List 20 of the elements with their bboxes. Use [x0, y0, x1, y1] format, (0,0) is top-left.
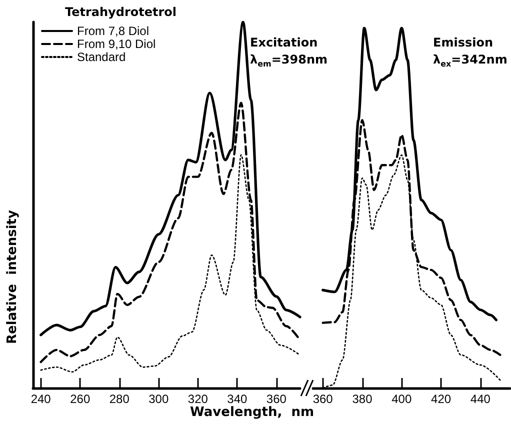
y-axis-title: Relative intensity: [5, 209, 20, 344]
x-tick-label: 440: [470, 392, 491, 406]
annotation: Excitation: [250, 36, 318, 50]
x-axis-title: Wavelength, nm: [190, 405, 314, 420]
x-tick-label: 420: [431, 392, 452, 406]
legend-label: From 7,8 Diol: [77, 24, 150, 38]
x-tick-label: 300: [148, 392, 169, 406]
x-tick-label: 240: [30, 392, 52, 406]
x-tick-label: 360: [266, 392, 287, 406]
legend-title: Tetrahydrotetrol: [65, 5, 176, 19]
x-tick-label: 260: [70, 392, 90, 406]
x-tick-label: 320: [188, 392, 208, 406]
x-tick-label: 400: [392, 392, 412, 406]
annotation: Emission: [433, 36, 493, 50]
x-tick-label: 360: [312, 392, 334, 406]
x-tick-label: 380: [352, 392, 373, 406]
legend-label: Standard: [77, 50, 126, 64]
legend-label: From 9,10 Diol: [77, 37, 156, 51]
x-tick-label: 280: [109, 392, 130, 406]
x-tick-label: 340: [227, 392, 248, 406]
